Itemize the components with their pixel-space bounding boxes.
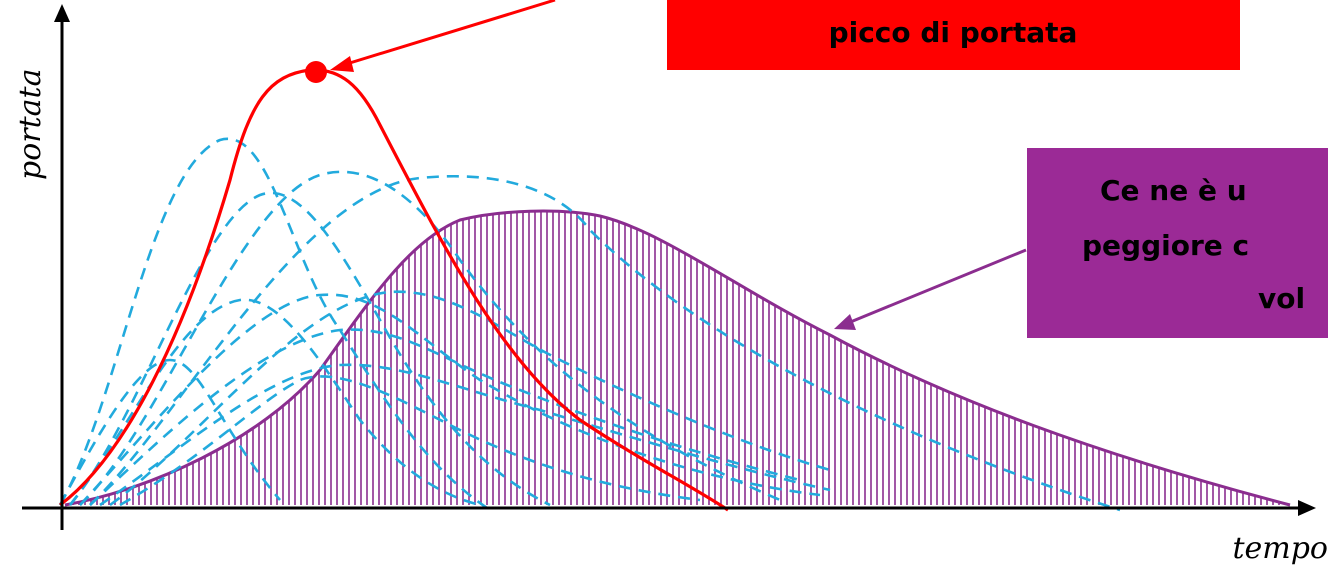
peak-annotation: picco di portata xyxy=(330,0,1240,72)
dashed-curve-5 xyxy=(58,358,281,506)
dashed-curve-1 xyxy=(58,137,491,512)
peak-point xyxy=(305,61,327,83)
volume-curve xyxy=(64,209,1291,507)
volume-label-line-3: vol xyxy=(1258,282,1305,315)
x-axis-arrowhead xyxy=(1298,500,1316,516)
y-axis-arrowhead xyxy=(54,4,70,22)
dashed-curve-8 xyxy=(89,328,801,506)
dashed-curve-4 xyxy=(89,174,1121,512)
dashed-curve-9 xyxy=(99,363,831,507)
peak-label-box xyxy=(667,0,1240,70)
volume-arrow-line xyxy=(847,248,1027,325)
axes xyxy=(22,18,1302,530)
dashed-curve-6 xyxy=(68,298,481,507)
volume-label-line-2: peggiore c xyxy=(1082,229,1249,262)
volume-annotation: Ce ne è u peggiore c vol xyxy=(834,148,1328,338)
x-axis-label: tempo xyxy=(1232,531,1328,566)
dashed-curve-11 xyxy=(119,375,701,507)
volume-label-line-1: Ce ne è u xyxy=(1100,174,1247,207)
y-axis-label: portata xyxy=(13,69,48,181)
dashed-curve-3 xyxy=(79,170,781,506)
peak-arrowhead xyxy=(330,56,354,72)
dashed-curve-7 xyxy=(79,293,821,506)
volume-arrowhead xyxy=(834,314,856,330)
dashed-curve-2 xyxy=(68,191,551,507)
dashed-hydrographs xyxy=(58,137,1121,512)
volume-label-box xyxy=(1027,148,1328,338)
peak-label-text: picco di portata xyxy=(829,16,1078,49)
peak-curve xyxy=(59,68,729,512)
peak-arrow-line xyxy=(339,0,556,68)
dashed-curve-10 xyxy=(109,290,831,507)
